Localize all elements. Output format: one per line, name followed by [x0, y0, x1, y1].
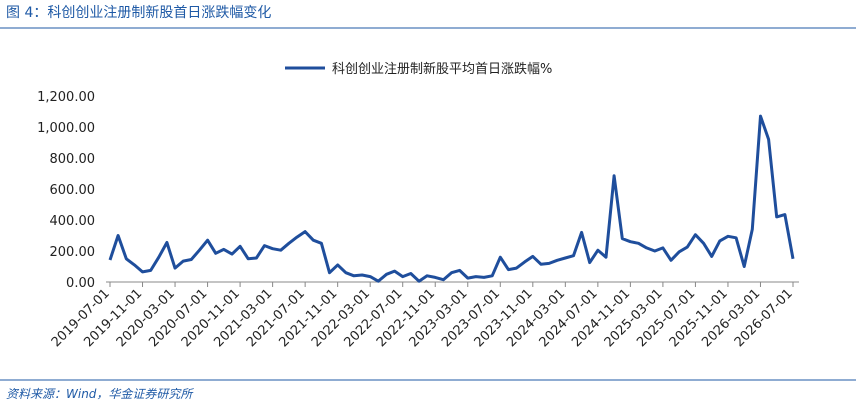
y-tick-label: 800.00 [50, 152, 96, 167]
y-tick-label: 200.00 [50, 245, 96, 260]
chart-title: 图 4：科创创业注册制新股首日涨跌幅变化 [6, 5, 271, 21]
source: 资料来源：Wind，华金证券研究所 [6, 387, 194, 401]
legend-label: 科创创业注册制新股平均首日涨跌幅% [332, 61, 552, 77]
y-tick-label: 600.00 [50, 183, 96, 198]
y-tick-label: 1,000.00 [37, 121, 95, 136]
y-tick-label: 0.00 [66, 276, 95, 291]
y-tick-label: 400.00 [50, 214, 96, 229]
series-line [108, 114, 795, 283]
y-tick-label: 1,200.00 [37, 90, 95, 105]
